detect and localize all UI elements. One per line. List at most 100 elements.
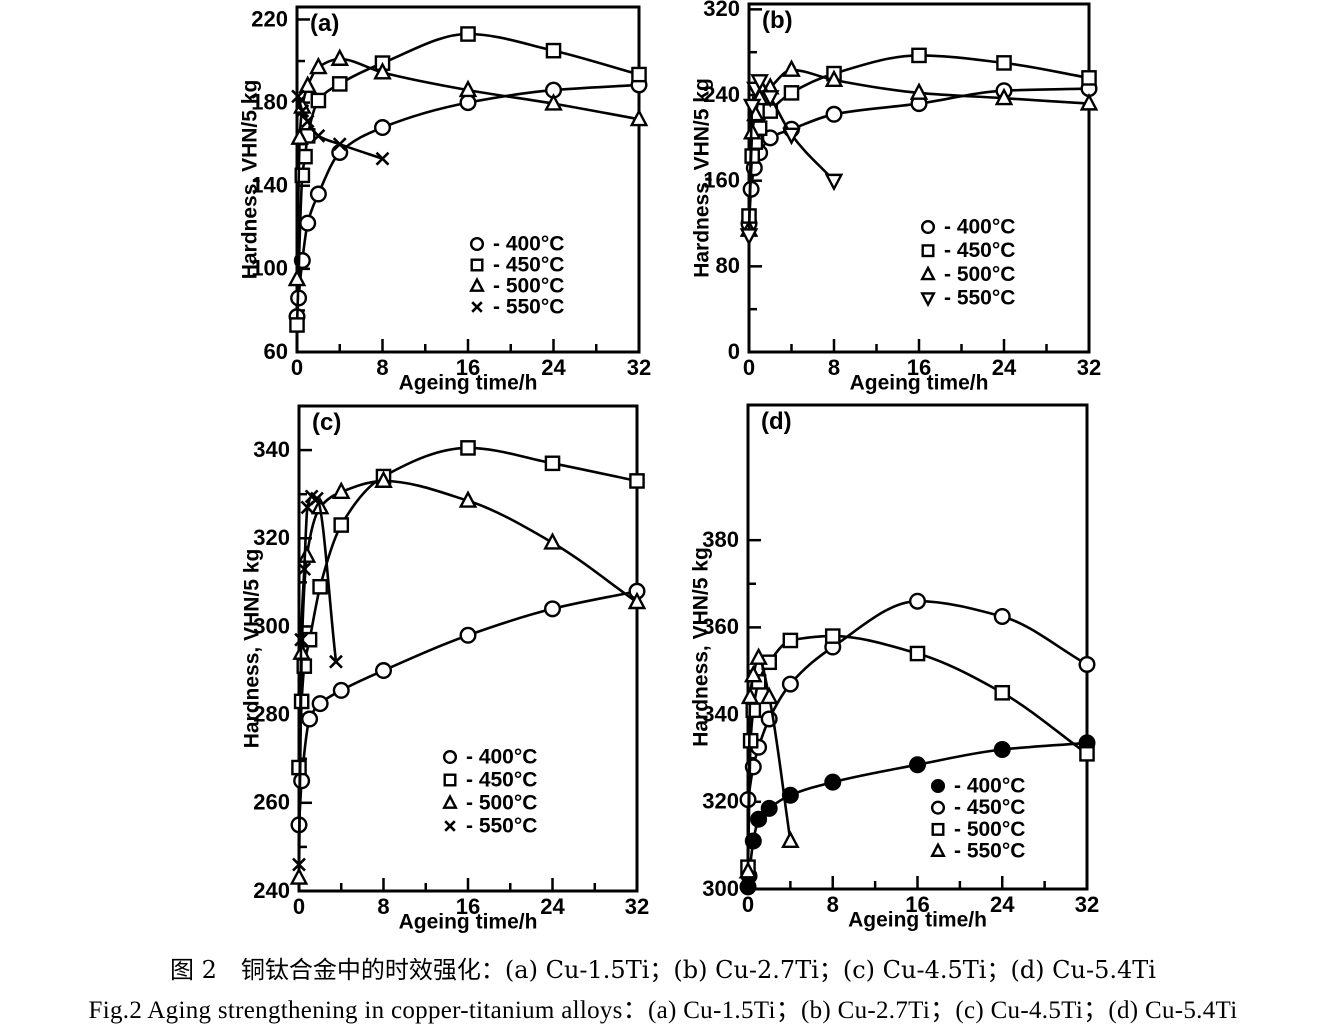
marker-triangle-down (750, 74, 769, 92)
marker-triangle (298, 75, 317, 93)
marker-x (375, 151, 390, 166)
x-tick-label: 16 (456, 894, 480, 919)
marker-circle (293, 772, 311, 790)
legend-item-c-400C: - 400°C (442, 746, 537, 769)
y-tick-label: 220 (251, 6, 288, 31)
marker-x (310, 491, 324, 506)
legend-item-b-450C: - 450°C (921, 239, 1015, 262)
marker-circle (459, 94, 477, 112)
series-markers-c-500C (289, 470, 647, 885)
y-axis-title-b: Hardness, VHN/5 kg (691, 78, 714, 278)
legend-item-d-500C: - 500°C (931, 818, 1025, 841)
marker-triangle (373, 61, 392, 80)
marker-circle (309, 185, 327, 203)
y-tick-label: 320 (702, 789, 739, 814)
marker-circle (332, 681, 350, 699)
legend-label: - 450°C (466, 769, 537, 792)
y-tick-label: 60 (264, 339, 288, 364)
x-axis-title-a: Ageing time/h (399, 371, 538, 394)
marker-x (329, 654, 343, 669)
panel-label-a: (a) (310, 10, 339, 37)
x-tick-label: 16 (907, 355, 931, 380)
marker-circle (1078, 655, 1096, 673)
marker-x (297, 562, 312, 577)
marker-triangle (740, 686, 760, 705)
marker-triangle (738, 860, 758, 879)
x-tick-label: 0 (291, 355, 303, 380)
legend-item-c-500C: - 500°C (442, 792, 537, 815)
legend-item-d-450C: - 450°C (930, 796, 1025, 819)
x-tick-label: 24 (541, 355, 566, 380)
legend-marker-circle (442, 749, 458, 765)
marker-x (294, 632, 309, 647)
marker-circle-filled (750, 810, 768, 828)
marker-circle (374, 119, 392, 137)
legend-label: - 450°C (944, 239, 1015, 262)
marker-square (1081, 70, 1097, 86)
legend-marker-triangle (469, 277, 485, 292)
legend-item-a-550C: - 550°C (471, 296, 564, 319)
marker-circle-filled (760, 799, 778, 817)
series-markers-d-450C (739, 592, 1096, 809)
y-axis-title-a: Hardness, VHN/5 kg (239, 80, 262, 280)
x-tick-label: 32 (625, 894, 649, 919)
legend-marker-x (444, 820, 456, 832)
x-tick-label: 8 (377, 894, 389, 919)
legend-marker-circle-filled (930, 778, 946, 794)
marker-square (310, 92, 327, 109)
marker-circle (993, 607, 1011, 625)
series-curve-c-400C (297, 589, 638, 825)
marker-circle-filled (824, 773, 842, 791)
series-curve-a-450C (295, 32, 640, 326)
marker-triangle-down (782, 127, 801, 146)
panel-label-b: (b) (762, 7, 793, 34)
legend-a: - 400°C- 450°C- 500°C- 550°C (469, 233, 564, 319)
marker-square (783, 85, 800, 101)
legend-item-c-550C: - 550°C (444, 815, 537, 838)
series-markers-b-400C (740, 80, 1098, 233)
marker-triangle (309, 56, 328, 75)
x-tick-label: 8 (828, 355, 840, 380)
marker-triangle (331, 481, 351, 499)
marker-square (1079, 746, 1095, 762)
legend-item-d-400C: - 400°C (930, 775, 1025, 798)
y-tick-label: 300 (702, 876, 739, 901)
marker-triangle (374, 470, 393, 488)
legend-label: - 500°C (944, 263, 1015, 286)
marker-square (911, 47, 927, 64)
y-tick-label: 340 (702, 701, 739, 726)
marker-circle (301, 710, 319, 728)
y-tick-label: 260 (253, 790, 290, 815)
panel-c: 0 8 16 24 32 240 260 280 300 320 340 (c) Ageing time… (241, 404, 649, 933)
legend-marker-circle (930, 800, 946, 815)
caption-english: Fig.2 Aging strengthening in copper-tita… (88, 997, 1238, 1024)
marker-circle (544, 600, 562, 618)
marker-triangle (824, 69, 844, 88)
x-axis-title-b: Ageing time/h (850, 371, 989, 394)
legend-label: - 550°C (944, 287, 1015, 310)
marker-x (295, 103, 310, 118)
marker-x (311, 128, 326, 143)
marker-triangle (458, 79, 478, 98)
caption-chinese: 图 2 铜钛合金中的时效强化：(a) Cu-1.5Ti；(b) Cu-2.7Ti… (170, 956, 1156, 984)
panel-label-c: (c) (312, 409, 341, 436)
marker-square (545, 42, 562, 59)
legend-label: - 400°C (466, 746, 537, 769)
series-curve-b-450C (747, 54, 1090, 217)
legend-label: - 450°C (493, 254, 564, 277)
legend-marker-triangle (442, 794, 458, 809)
x-tick-label: 32 (1075, 892, 1099, 917)
x-axis-title-c: Ageing time/h (399, 910, 538, 933)
marker-square (544, 455, 561, 472)
y-tick-label: 280 (253, 701, 290, 726)
series-markers-a-550C (291, 89, 390, 166)
y-axis-ticks-a: 60 100 140 180 220 (251, 6, 310, 364)
series-curve-d-450C (746, 599, 1088, 800)
x-axis-title-d: Ageing time/h (848, 908, 987, 931)
legend-marker-square (443, 773, 457, 787)
charts-svg: 0 8 16 24 32 60 100 140 180 220 (a) Ageing time/h Ha… (239, 0, 1102, 933)
y-tick-label: 360 (702, 614, 739, 639)
panel-label-d: (d) (761, 408, 792, 435)
y-tick-label: 240 (703, 82, 740, 107)
